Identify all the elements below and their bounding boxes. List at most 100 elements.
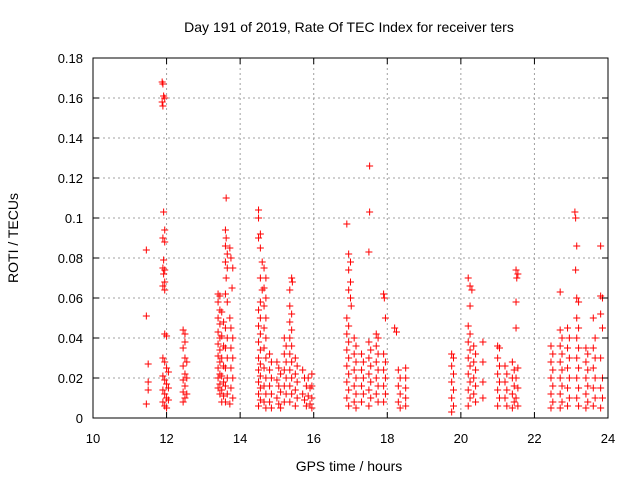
data-point bbox=[160, 208, 168, 216]
data-point bbox=[291, 386, 299, 394]
data-point bbox=[218, 386, 226, 394]
data-point bbox=[299, 390, 307, 398]
data-point bbox=[159, 372, 167, 380]
y-tick-labels: 0 0.02 0.04 0.06 0.08 0.1 0.12 0.14 0.16 0.18 bbox=[58, 51, 83, 426]
data-point bbox=[558, 398, 566, 406]
x-tick-label: 24 bbox=[601, 431, 615, 446]
data-point bbox=[286, 366, 294, 374]
data-point bbox=[308, 382, 316, 390]
data-point bbox=[159, 354, 167, 362]
data-point bbox=[163, 332, 171, 340]
data-point bbox=[228, 284, 236, 292]
data-point bbox=[144, 360, 152, 368]
data-point bbox=[380, 290, 388, 298]
data-point bbox=[308, 404, 316, 412]
data-point bbox=[267, 390, 275, 398]
x-tick-label: 16 bbox=[306, 431, 320, 446]
data-point bbox=[347, 258, 354, 266]
data-point bbox=[347, 294, 354, 302]
data-point bbox=[392, 328, 400, 336]
data-point bbox=[472, 398, 480, 406]
data-point bbox=[221, 382, 229, 390]
data-point bbox=[466, 330, 474, 338]
data-point bbox=[159, 234, 167, 242]
data-point bbox=[343, 378, 351, 386]
data-point bbox=[549, 366, 557, 374]
data-point bbox=[396, 404, 404, 412]
data-point bbox=[142, 400, 150, 408]
data-point bbox=[597, 384, 605, 392]
data-point bbox=[260, 264, 268, 272]
x-tick-label: 20 bbox=[454, 431, 468, 446]
data-point bbox=[573, 242, 581, 250]
data-point bbox=[472, 350, 480, 358]
data-point bbox=[573, 314, 581, 322]
data-point bbox=[161, 94, 169, 102]
data-point bbox=[273, 376, 281, 384]
data-point bbox=[598, 324, 606, 332]
data-point bbox=[256, 384, 264, 392]
data-point bbox=[163, 364, 171, 372]
data-point bbox=[468, 286, 476, 294]
data-point bbox=[448, 408, 456, 416]
data-point bbox=[256, 298, 264, 306]
data-point bbox=[159, 282, 167, 290]
data-point bbox=[512, 394, 520, 402]
data-point bbox=[142, 246, 150, 254]
plot-frame bbox=[92, 57, 609, 419]
data-point bbox=[343, 346, 351, 354]
data-point bbox=[352, 374, 360, 382]
data-point bbox=[495, 344, 503, 352]
data-point bbox=[450, 402, 457, 410]
data-point bbox=[374, 334, 382, 342]
y-tick-label: 0.18 bbox=[58, 51, 83, 66]
data-point bbox=[218, 372, 226, 380]
data-point bbox=[565, 394, 573, 402]
data-point bbox=[464, 386, 472, 394]
data-point bbox=[345, 322, 353, 330]
data-point bbox=[448, 378, 456, 386]
data-point bbox=[575, 364, 583, 372]
data-point bbox=[564, 402, 572, 410]
data-point bbox=[359, 390, 367, 398]
data-point bbox=[573, 334, 581, 342]
data-point bbox=[350, 350, 358, 358]
data-point bbox=[221, 242, 229, 250]
data-point bbox=[260, 324, 268, 332]
data-point bbox=[394, 398, 402, 406]
data-point bbox=[352, 342, 360, 350]
data-point bbox=[501, 378, 509, 386]
data-point bbox=[262, 294, 270, 302]
data-point bbox=[286, 302, 294, 310]
data-point bbox=[266, 350, 274, 358]
x-tick-label: 22 bbox=[527, 431, 541, 446]
data-point bbox=[512, 374, 520, 382]
data-point bbox=[556, 404, 564, 412]
data-point bbox=[255, 366, 263, 374]
data-point bbox=[308, 394, 316, 402]
data-point bbox=[508, 404, 516, 412]
data-point bbox=[229, 394, 237, 402]
data-point bbox=[584, 398, 592, 406]
data-point bbox=[597, 310, 605, 318]
data-point bbox=[227, 384, 235, 392]
data-point bbox=[582, 358, 590, 366]
data-point bbox=[466, 394, 474, 402]
data-point bbox=[589, 402, 597, 410]
data-point bbox=[549, 350, 557, 358]
data-point bbox=[255, 390, 263, 398]
data-point bbox=[181, 338, 189, 346]
data-point bbox=[365, 386, 373, 394]
data-point bbox=[564, 364, 572, 372]
data-point bbox=[260, 364, 268, 372]
data-point bbox=[216, 346, 224, 354]
data-point bbox=[164, 384, 172, 392]
data-point bbox=[286, 350, 294, 358]
data-point bbox=[256, 230, 264, 238]
data-point bbox=[547, 342, 555, 350]
data-point bbox=[161, 266, 169, 274]
data-point bbox=[589, 384, 597, 392]
data-point bbox=[229, 334, 237, 342]
data-point bbox=[556, 342, 564, 350]
